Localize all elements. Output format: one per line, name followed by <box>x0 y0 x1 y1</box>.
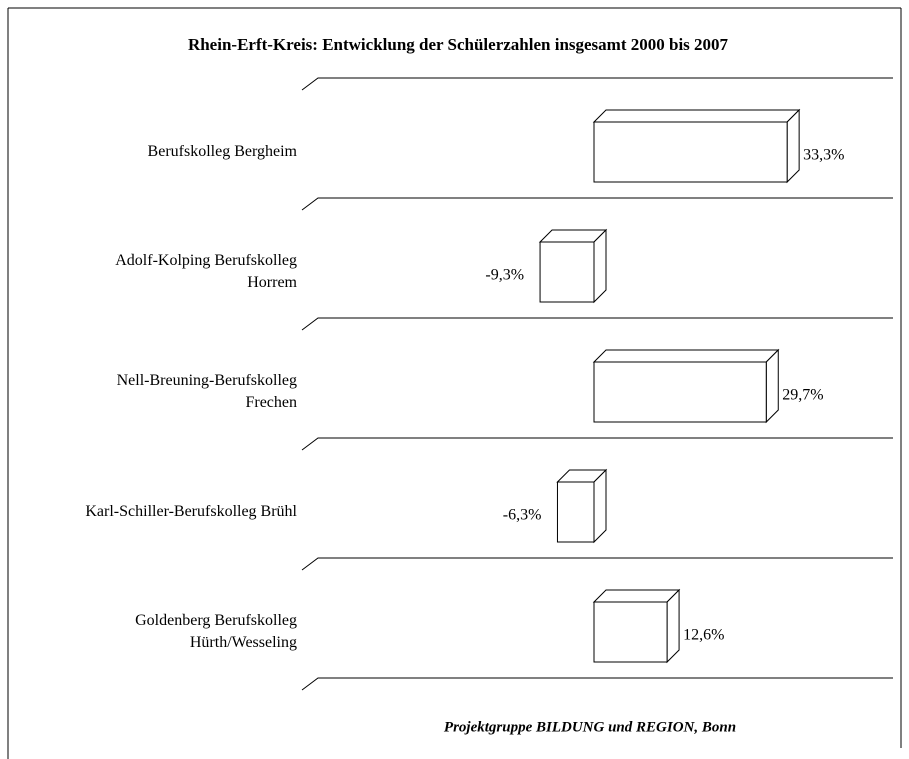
bar-side <box>765 348 779 424</box>
bar <box>593 121 788 183</box>
floor-line <box>301 557 893 571</box>
bar-top <box>592 589 681 603</box>
source-note: Projektgruppe BILDUNG und REGION, Bonn <box>444 719 736 735</box>
bar <box>539 241 595 303</box>
category-label: Karl-Schiller-Berufskolleg Brühl <box>85 503 297 520</box>
chart-title: Rhein-Erft-Kreis: Entwicklung der Schüle… <box>188 35 729 54</box>
category-label: Goldenberg Berufskolleg Hürth/Wesseling <box>135 612 297 651</box>
category-label: Adolf-Kolping Berufskolleg Horrem <box>115 252 297 291</box>
floor-line <box>301 437 893 451</box>
bar <box>556 481 595 543</box>
floor-line <box>301 677 893 691</box>
bar-side <box>786 108 800 184</box>
bar-side <box>593 468 607 544</box>
bar-side <box>593 228 607 304</box>
bar <box>593 361 767 423</box>
bar-side <box>666 588 680 664</box>
bar-top <box>592 349 780 363</box>
category-label: Nell-Breuning-Berufskolleg Frechen <box>117 372 297 411</box>
category-label: Berufskolleg Bergheim <box>148 143 298 160</box>
bar <box>593 601 668 663</box>
value-label: 12,6% <box>683 627 724 644</box>
value-label: -9,3% <box>485 267 524 284</box>
floor-line <box>301 77 893 91</box>
bar-top <box>592 109 801 123</box>
floor-line <box>301 317 893 331</box>
value-label: -6,3% <box>503 507 542 524</box>
value-label: 33,3% <box>803 147 844 164</box>
value-label: 29,7% <box>782 387 823 404</box>
floor-line <box>301 197 893 211</box>
